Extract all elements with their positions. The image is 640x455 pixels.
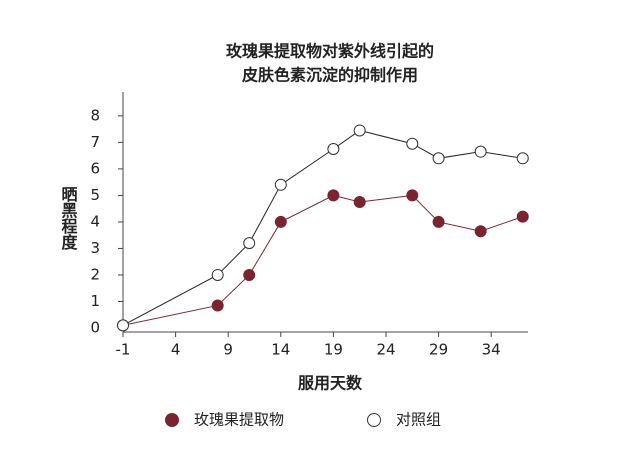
series-line: [122, 194, 523, 326]
x-tick-label: 19: [324, 341, 343, 359]
x-tick-label: 4: [171, 341, 181, 359]
series-line: [122, 129, 523, 326]
legend-marker: [165, 413, 179, 427]
y-tick-label: 2: [90, 265, 100, 283]
y-tick-label: 5: [90, 186, 100, 204]
data-point: [353, 196, 366, 209]
data-point: [353, 124, 366, 137]
data-point: [274, 215, 287, 228]
data-point: [406, 137, 419, 150]
legend-label: 玫瑰果提取物: [194, 411, 284, 429]
legend-marker: [367, 413, 381, 427]
y-tick-label: 6: [90, 159, 100, 177]
data-point: [211, 299, 224, 312]
x-tick-label: 9: [223, 341, 233, 359]
x-axis-label: 服用天数: [298, 374, 363, 393]
y-axis-label: 晒黑程度: [59, 186, 78, 251]
y-tick-label: 1: [90, 292, 100, 310]
data-point: [474, 225, 487, 238]
chart-title: 玫瑰果提取物对紫外线引起的: [226, 42, 434, 61]
y-tick-label: 0: [90, 319, 100, 337]
data-point: [243, 268, 256, 281]
y-tick-label: 8: [90, 106, 100, 124]
data-point: [327, 143, 340, 156]
x-tick-label: 29: [429, 341, 448, 359]
data-point: [432, 152, 445, 165]
data-point: [432, 215, 445, 228]
data-point: [243, 237, 256, 250]
data-point: [474, 145, 487, 158]
data-point: [406, 189, 419, 202]
data-point: [327, 189, 340, 202]
x-tick-label: -1: [116, 341, 131, 359]
legend-label: 对照组: [396, 411, 441, 429]
data-point: [516, 210, 529, 223]
x-tick-label: 14: [271, 341, 290, 359]
x-tick-label: 24: [376, 341, 395, 359]
data-point: [516, 152, 529, 165]
data-point: [211, 268, 224, 281]
y-tick-label: 4: [90, 212, 100, 230]
data-point: [274, 178, 287, 191]
chart-title: 皮肤色素沉淀的抑制作用: [241, 66, 418, 85]
x-tick-label: 34: [482, 341, 501, 359]
y-tick-label: 7: [90, 133, 100, 151]
data-point: [117, 319, 129, 332]
y-tick-label: 3: [90, 239, 100, 257]
